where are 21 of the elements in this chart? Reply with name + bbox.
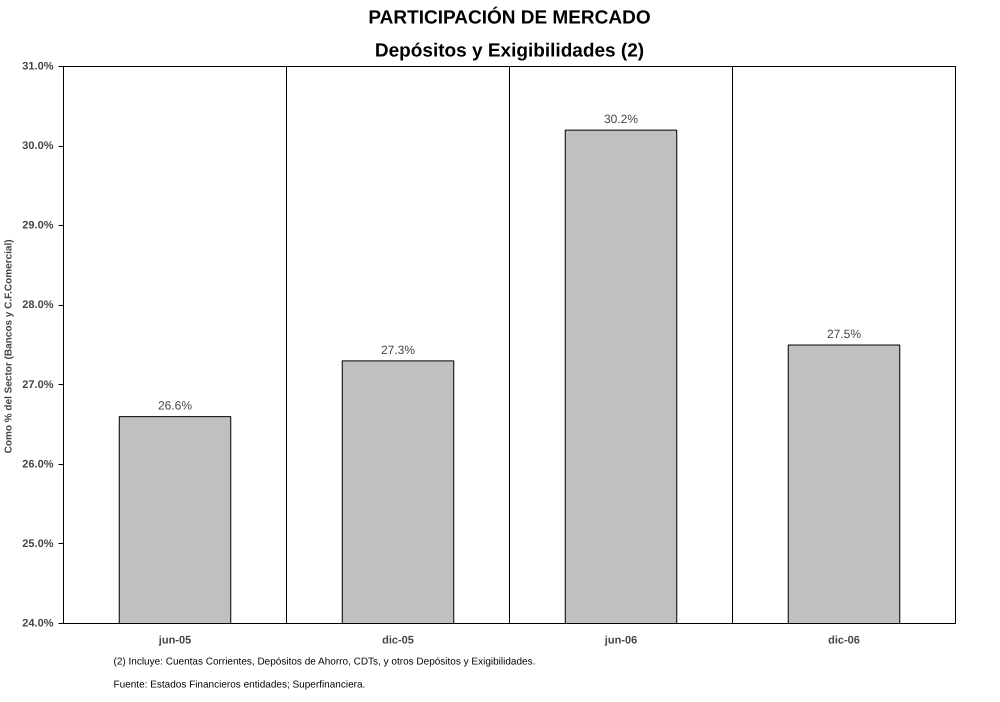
source-note: Fuente: Estados Financieros entidades; Superfinanciera. [114,680,366,690]
x-tick-label: jun-05 [158,634,192,646]
x-tick-label: dic-05 [382,634,414,646]
text: (2) Incluye: Cuentas Corrientes, Depósitos de Ahorro, CDTs, y otros Depósitos y Exigibilidades. [114,656,536,668]
y-tick-label: 24.0% [22,618,54,630]
x-tick-label: jun-06 [604,634,638,646]
y-tick-label: 29.0% [22,220,54,232]
data-label: 26.6% [158,398,192,413]
chart-subtitle: Depósitos y Exigibilidades (2) [374,40,644,62]
y-tick-label: 28.0% [22,299,54,312]
data-label: 27.3% [380,342,416,357]
y-tick-label: 27.0% [22,378,54,391]
y-tick-label: 31.0% [22,60,54,72]
y-tick-label: 25.0% [22,538,54,550]
y-tick-label: 26.0% [22,458,54,470]
data-label: 27.5% [826,327,862,341]
y-axis-title: Como % del Sector (Bancos y C.F.Comercial) [3,239,14,454]
data-label: 30.2% [604,112,638,126]
chart-title: PARTICIPACIÓN DE MERCADO [368,6,651,28]
x-tick-label: dic-06 [828,634,860,646]
y-tick-label: 30.0% [22,140,54,152]
